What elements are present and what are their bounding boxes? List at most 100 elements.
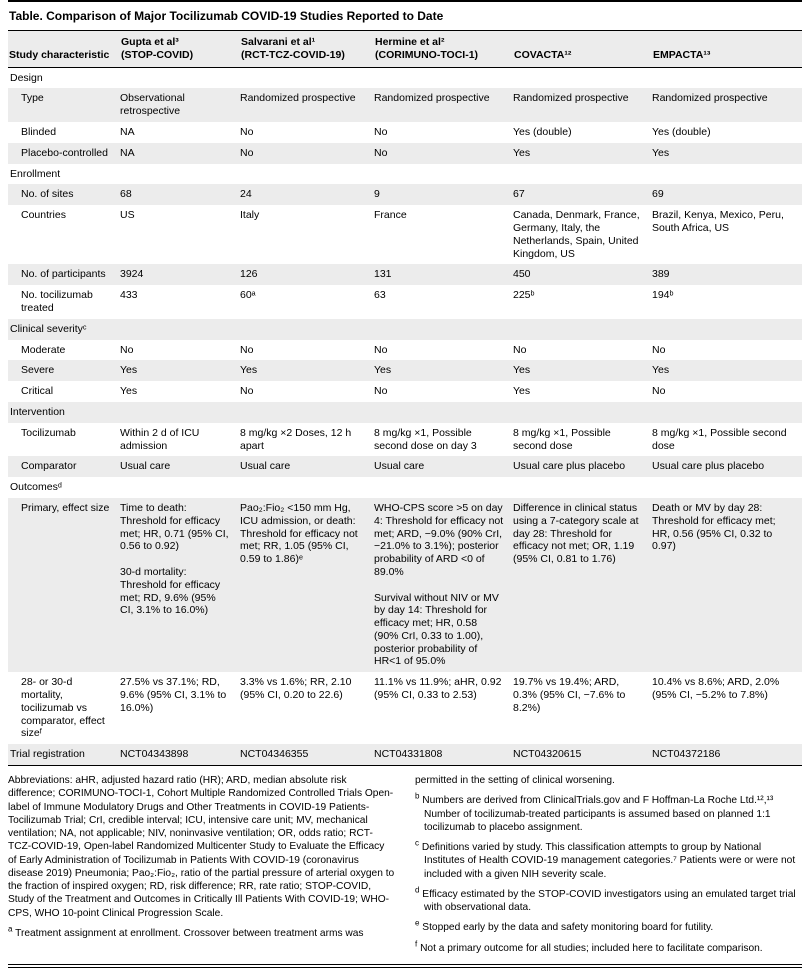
table-cell: 63 <box>374 289 386 302</box>
table-cell: 8 mg/kg ×1, Possible second dose <box>652 426 787 452</box>
table-cell: 8 mg/kg ×1, Possible second dose on day … <box>374 426 477 452</box>
table-row: Countries US Italy France Canada, Denmark, F… <box>8 205 802 264</box>
table-cell: Yes (double) <box>652 125 711 138</box>
footnote-a: a Treatment assignment at enrollment. Cr… <box>8 924 364 939</box>
footnote-e: e Stopped early by the data and safety m… <box>415 918 714 934</box>
table-cell: Randomized prospective <box>652 92 768 105</box>
row-label: Primary, effect size <box>21 501 110 514</box>
row-label: Critical <box>21 385 54 398</box>
section-label: Design <box>10 71 43 84</box>
table-cell: Italy <box>240 209 260 222</box>
row-label: Moderate <box>21 343 66 356</box>
footnotes: Abbreviations: aHR, adjusted hazard rati… <box>8 766 802 962</box>
table-cell: Brazil, Kenya, Mexico, Peru, South Afric… <box>652 209 784 234</box>
comparison-table: Study characteristic Gupta et al³ (STOP-C… <box>8 31 802 767</box>
column-header: Salvarani et al¹ (RCT-TCZ-COVID-19) <box>240 31 374 68</box>
footnotes-right-column: permitted in the setting of clinical wor… <box>415 774 802 962</box>
row-label: Placebo-controlled <box>21 146 108 159</box>
row-label: Trial registration <box>8 744 120 767</box>
section-label: Intervention <box>10 405 65 418</box>
table-cell: Randomized prospective <box>374 92 490 105</box>
table-cell: No <box>374 343 388 356</box>
table-cell: NCT04343898 <box>120 744 240 767</box>
table-cell: 8 mg/kg ×1, Possible second dose <box>513 426 611 452</box>
row-label: Comparator <box>21 460 77 473</box>
table-cell: No <box>240 385 254 398</box>
table-cell: 450 <box>513 268 531 281</box>
section-row: Design <box>8 67 802 88</box>
section-label: Enrollment <box>10 167 61 180</box>
table-row: Moderate No No No No No <box>8 340 802 361</box>
section-row: Intervention <box>8 401 802 423</box>
table-cell: Time to death: Threshold for efficacy me… <box>120 501 229 617</box>
footnote-marker: e <box>415 918 420 928</box>
table-cell: 194ᵇ <box>652 289 674 302</box>
table-cell: No <box>513 343 527 356</box>
table-cell: Usual care <box>240 460 291 473</box>
footnote-b: b Numbers are derived from ClinicalTrial… <box>415 791 774 833</box>
table-cell: Usual care <box>374 460 425 473</box>
table-cell: NA <box>120 125 135 138</box>
table-cell: Yes <box>513 146 531 159</box>
table-cell: 69 <box>652 188 664 201</box>
table-row: 28- or 30-d mortality, tocilizumab vs co… <box>8 672 802 744</box>
table-cell: 11.1% vs 11.9%; aHR, 0.92 (95% CI, 0.33 … <box>374 676 502 702</box>
table-cell: 131 <box>374 268 392 281</box>
table-cell: Yes <box>120 364 138 377</box>
column-header-row: Study characteristic Gupta et al³ (STOP-C… <box>8 31 802 68</box>
table-row: Comparator Usual care Usual care Usual care… <box>8 456 802 478</box>
column-header: EMPACTA¹³ <box>652 31 802 68</box>
footnote-text: permitted in the setting of clinical wor… <box>415 775 615 787</box>
table-cell: Randomized prospective <box>240 92 356 105</box>
table-cell: No <box>374 385 388 398</box>
section-row: Enrollment <box>8 164 802 185</box>
footnote-d: d Efficacy estimated by the STOP-COVID i… <box>415 885 796 914</box>
table-cell: Observational retrospective <box>120 92 185 118</box>
row-label: Severe <box>21 364 55 377</box>
row-label: 28- or 30-d mortality, tocilizumab vs co… <box>21 676 105 740</box>
footnote-marker: b <box>415 791 420 801</box>
table-cell: Usual care <box>120 460 171 473</box>
table-cell: No <box>374 125 388 138</box>
footnote-text: Abbreviations: aHR, adjusted hazard rati… <box>8 775 395 919</box>
table-row: Primary, effect size Time to death: Thres… <box>8 497 802 673</box>
table-cell: NA <box>120 146 135 159</box>
column-header: Gupta et al³ (STOP-COVID) <box>120 31 240 68</box>
footnote-marker: c <box>415 838 419 848</box>
table-cell: No <box>120 343 134 356</box>
table-cell: Yes <box>240 364 258 377</box>
table-cell: Usual care plus placebo <box>652 460 765 473</box>
table-cell: WHO-CPS score >5 on day 4: Threshold for… <box>374 501 504 668</box>
table-cell: Yes <box>120 385 138 398</box>
table-cell: No <box>240 343 254 356</box>
table-cell: Yes (double) <box>513 125 572 138</box>
table-cell: NCT04346355 <box>240 744 374 767</box>
footnotes-left-column: Abbreviations: aHR, adjusted hazard rati… <box>8 774 395 962</box>
row-label: No. tocilizumab treated <box>21 289 93 314</box>
table-row: No. of sites 68 24 9 67 69 <box>8 184 802 206</box>
table-cell: No <box>240 146 254 159</box>
table-cell: No <box>240 125 254 138</box>
table-row: Blinded NA No No Yes (double) Yes (double) <box>8 122 802 143</box>
table-cell: 126 <box>240 268 258 281</box>
column-header: COVACTA¹² <box>513 31 652 68</box>
table-row: Type Observational retrospective Randomize… <box>8 88 802 122</box>
table-cell: Yes <box>513 364 531 377</box>
section-row: Outcomesᵈ <box>8 477 802 498</box>
table-row: Critical Yes No No Yes No <box>8 381 802 402</box>
row-label: No. of participants <box>21 268 106 281</box>
table-cell: No <box>652 343 666 356</box>
table-cell: 24 <box>240 188 252 201</box>
row-label: No. of sites <box>21 188 74 201</box>
table-cell: Yes <box>374 364 392 377</box>
table-cell: NCT04320615 <box>513 744 652 767</box>
table-cell: 27.5% vs 37.1%; RD, 9.6% (95% CI, 3.1% t… <box>120 676 227 714</box>
table-row: No. tocilizumab treated 433 60ᵃ 63 225ᵇ 194ᵇ <box>8 285 802 319</box>
footnote-c: c Definitions varied by study. This clas… <box>415 838 796 880</box>
table-cell: Difference in clinical status using a 7-… <box>513 501 639 566</box>
footnote-f: f Not a primary outcome for all studies;… <box>415 939 763 954</box>
table-cell: Usual care plus placebo <box>513 460 626 473</box>
table-row: Trial registration NCT04343898 NCT04346355… <box>8 744 802 767</box>
table-cell: US <box>120 209 135 222</box>
